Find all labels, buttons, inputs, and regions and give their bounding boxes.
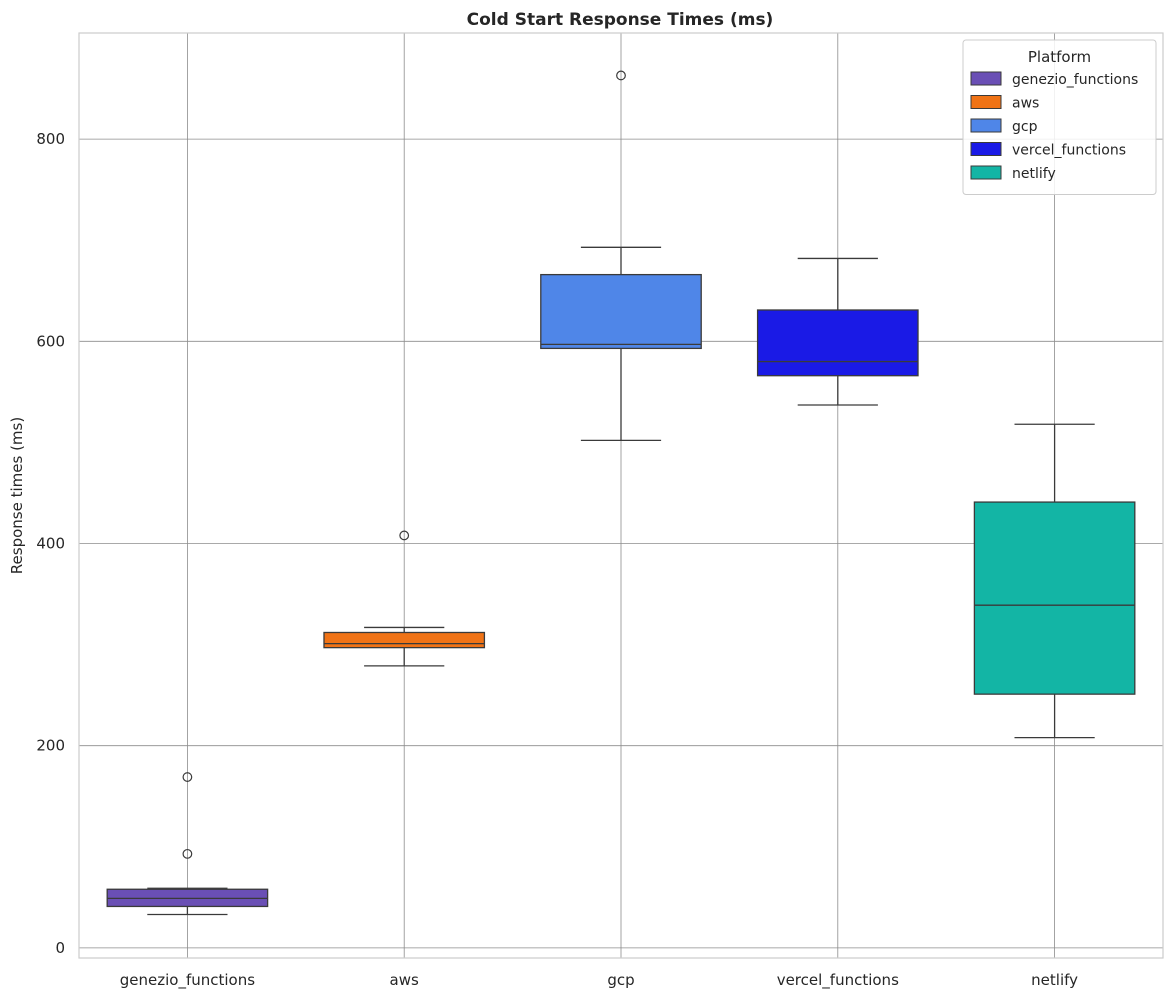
box-iqr [323, 631, 486, 649]
x-tick-label: genezio_functions [120, 971, 255, 990]
x-tick-label: netlify [1031, 971, 1078, 989]
y-tick-label: 800 [36, 130, 65, 148]
chart-title: Cold Start Response Times (ms) [467, 10, 774, 30]
y-tick-label: 200 [36, 737, 65, 755]
x-tick-label: vercel_functions [777, 971, 899, 990]
legend-label: vercel_functions [1012, 143, 1126, 159]
outlier-point [616, 70, 626, 81]
outlier-point [182, 848, 193, 859]
legend-swatch [970, 142, 1002, 156]
grid-layer [79, 33, 1163, 958]
legend-label: genezio_functions [1012, 72, 1138, 88]
legend-swatch [970, 118, 1002, 133]
legend-label: aws [1012, 96, 1039, 112]
legend-title: Platform [1028, 48, 1091, 66]
box-vercel_functions [756, 257, 919, 406]
x-tick-label: aws [390, 971, 419, 989]
y-tick-label: 0 [55, 939, 65, 957]
box-aws [323, 530, 486, 667]
legend-item-vercel_functions: vercel_functions [970, 142, 1126, 159]
legend-item-netlify: netlify [970, 165, 1056, 182]
axis-layer: 0 200 400 600 800 genezio_functions aws gcp verc… [36, 130, 1078, 990]
box-iqr [540, 273, 702, 350]
legend-item-genezio_functions: genezio_functions [970, 71, 1138, 88]
legend-item-gcp: gcp [970, 118, 1038, 135]
legend-label: netlify [1012, 166, 1056, 182]
legend-item-aws: aws [970, 95, 1039, 112]
legend-label: gcp [1012, 119, 1038, 135]
box-iqr [756, 309, 919, 377]
box-gcp [540, 70, 702, 442]
outlier-point [182, 772, 193, 782]
plot-layer [106, 70, 1136, 916]
box-genezio_functions [106, 772, 269, 916]
y-tick-label: 600 [36, 332, 65, 350]
y-axis-label: Response times (ms) [8, 417, 26, 574]
box-netlify [973, 423, 1136, 739]
legend-swatch [970, 95, 1002, 109]
outlier-point [399, 530, 410, 541]
legend-swatch [970, 165, 1002, 180]
box-iqr [973, 501, 1136, 695]
legend-swatch [970, 71, 1002, 86]
y-tick-label: 400 [36, 535, 65, 553]
x-tick-label: gcp [607, 971, 634, 989]
legend-box [962, 39, 1157, 195]
plot-frame [78, 32, 1164, 959]
